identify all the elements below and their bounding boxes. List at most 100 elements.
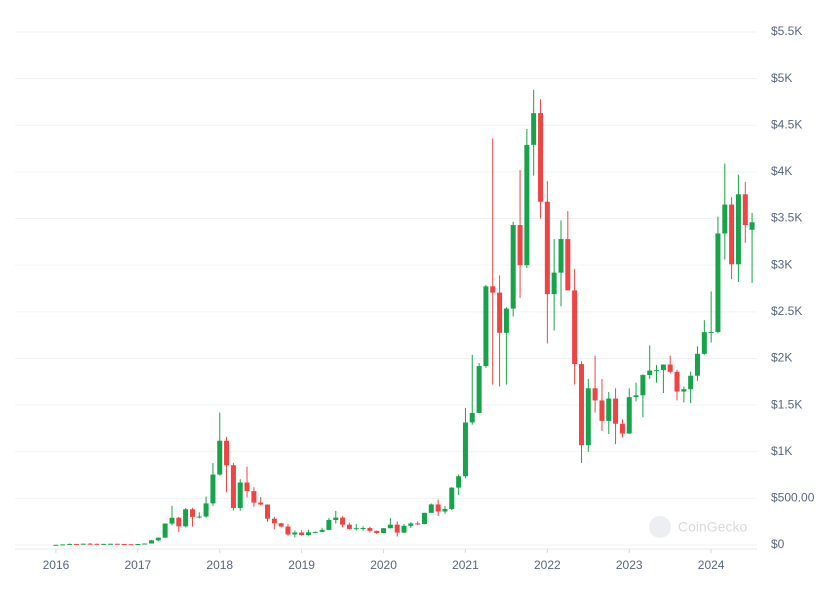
y-tick-label: $2.5K	[771, 304, 802, 318]
candle-body	[558, 239, 564, 273]
candle	[108, 543, 114, 545]
candle-body	[503, 308, 509, 333]
candle-body	[544, 201, 550, 295]
candle-body	[599, 400, 605, 421]
candle	[483, 284, 489, 368]
candle-body	[442, 508, 448, 512]
candle-body	[654, 370, 660, 372]
candle-body	[237, 482, 243, 508]
candle-body	[319, 529, 325, 532]
candle	[53, 544, 59, 546]
candle-body	[735, 194, 741, 265]
y-tick-label: $3K	[771, 257, 792, 271]
candle-body	[176, 517, 182, 527]
candle	[654, 364, 660, 383]
candle-body	[189, 509, 195, 517]
candle-body	[667, 364, 673, 372]
candle	[237, 479, 243, 511]
candle	[490, 138, 496, 385]
y-tick-label: $0	[771, 537, 785, 551]
candle-body	[67, 543, 73, 545]
candle-body	[244, 482, 250, 492]
candle	[264, 504, 270, 522]
candle	[101, 543, 107, 545]
candle-body	[524, 144, 530, 266]
candle	[292, 530, 298, 538]
candle	[456, 474, 462, 496]
candle-body	[87, 543, 93, 545]
candle-body	[224, 440, 230, 466]
x-tick-label: 2016	[43, 558, 70, 572]
watermark-logo	[649, 516, 671, 538]
candle-body	[408, 523, 414, 526]
candle	[142, 543, 148, 545]
candle-body	[312, 531, 318, 533]
candle	[578, 361, 584, 463]
candle	[244, 466, 250, 498]
candle-body	[715, 233, 721, 333]
candle	[606, 392, 612, 435]
candle	[319, 527, 325, 532]
candle	[278, 522, 284, 528]
candle-body	[633, 395, 639, 398]
candle-body	[128, 544, 134, 546]
candle-body	[510, 225, 516, 309]
candle-body	[326, 520, 332, 530]
candle	[67, 543, 73, 545]
candle	[210, 462, 216, 506]
candle-body	[155, 537, 161, 541]
candle	[394, 521, 400, 537]
candle-body	[121, 543, 127, 545]
candle-body	[497, 292, 503, 333]
candle-body	[360, 528, 366, 530]
candle	[176, 517, 182, 532]
candle-body	[346, 524, 352, 529]
candle	[742, 182, 748, 243]
candle	[435, 499, 441, 517]
candle-body	[742, 194, 748, 226]
candle	[681, 386, 687, 403]
candle	[230, 462, 236, 511]
candle	[708, 291, 714, 343]
candle	[162, 523, 168, 538]
candle-body	[183, 509, 189, 527]
x-tick-label: 2017	[124, 558, 151, 572]
candle-body	[80, 543, 86, 545]
y-tick-label: $4.5K	[771, 117, 802, 131]
watermark-text: CoinGecko	[678, 519, 747, 535]
x-tick-label: 2018	[206, 558, 233, 572]
candle	[381, 528, 387, 534]
candle	[592, 355, 598, 413]
candle-body	[708, 332, 714, 334]
candle	[585, 378, 591, 452]
candle	[572, 268, 578, 385]
candle-body	[585, 388, 591, 446]
candle	[155, 537, 161, 541]
candle-body	[421, 512, 427, 525]
candle	[626, 388, 632, 435]
candle	[524, 129, 530, 268]
y-tick-label: $5.5K	[771, 24, 802, 38]
candle-body	[476, 366, 482, 413]
candle-body	[674, 371, 680, 392]
y-tick-label: $500.00	[771, 491, 815, 505]
candle-body	[606, 398, 612, 421]
candle-body	[230, 465, 236, 508]
y-tick-label: $4K	[771, 164, 792, 178]
candle	[503, 307, 509, 385]
candle	[729, 197, 735, 280]
candle-body	[101, 543, 107, 545]
candle	[224, 436, 230, 493]
candle	[449, 487, 455, 511]
candle	[421, 512, 427, 525]
candle	[60, 544, 66, 546]
candle-body	[333, 517, 339, 521]
candle	[735, 174, 741, 282]
y-tick-label: $5K	[771, 71, 792, 85]
candle	[674, 369, 680, 401]
y-tick-label: $2K	[771, 351, 792, 365]
candle-body	[108, 543, 114, 545]
candle	[510, 221, 516, 317]
candle	[203, 496, 209, 518]
